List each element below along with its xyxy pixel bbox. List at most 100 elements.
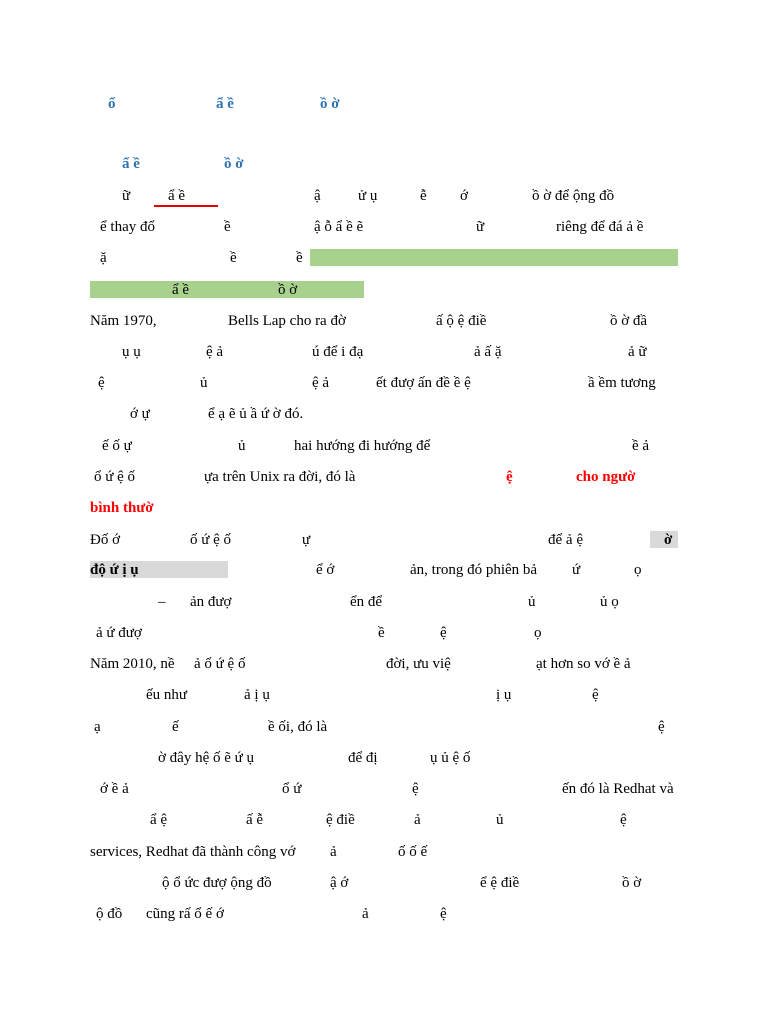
text-fragment: ế xyxy=(172,719,179,735)
text-fragment: ể ệ điề xyxy=(480,875,520,891)
text-line: services, Redhat đã thành công vớ ả ố ố … xyxy=(0,842,768,862)
text-fragment: ồ ờ xyxy=(622,875,642,891)
text-fragment: ến đó là Redhat và xyxy=(562,781,674,797)
text-fragment: ấ ễ xyxy=(246,812,264,828)
text-fragment: ụ ủ ệ ố xyxy=(430,750,471,766)
text-fragment: ể ạ ẽ ủ ầ ứ ờ đó. xyxy=(208,406,304,422)
heading-2-part: ồ ờ xyxy=(224,156,244,172)
text-fragment: ệ ả xyxy=(206,344,224,360)
text-fragment: ệ điề xyxy=(326,812,355,828)
text-fragment: ển để xyxy=(350,594,383,610)
text-fragment: ử ụ xyxy=(358,188,378,204)
text-fragment: đời, ưu việ xyxy=(386,656,451,672)
text-highlight-green xyxy=(310,249,678,266)
text-fragment: ổ ứ ệ ố xyxy=(94,469,136,485)
heading-1: ổ ẩ ề ồ ờ xyxy=(0,94,768,114)
text-fragment: ả xyxy=(414,812,421,828)
text-fragment: ố ứ ệ ố xyxy=(190,532,232,548)
text-fragment: ậ xyxy=(314,188,321,204)
text-line: ộ ổ ức đượ ộng đồ ậ ớ ể ệ điề ồ ờ xyxy=(0,873,768,893)
heading-1-part: ổ xyxy=(108,96,116,112)
text-fragment: ủ xyxy=(200,375,208,391)
text-line: ẩ ề ồ ờ xyxy=(0,280,768,300)
text-fragment: ả xyxy=(362,906,369,922)
heading-2-part: ẩ ề xyxy=(122,156,140,172)
text-fragment: ả ấ ặ xyxy=(474,344,502,360)
text-fragment: ữ xyxy=(122,188,131,204)
text-fragment: ể thay đổ xyxy=(100,219,155,235)
text-fragment: ủ xyxy=(238,438,246,454)
heading-1-part: ồ ờ xyxy=(320,96,340,112)
text-fragment: ếu như xyxy=(146,687,188,703)
text-fragment: ộ đồ xyxy=(96,906,123,922)
text-fragment: Đố ớ xyxy=(90,532,121,548)
text-fragment: ệ xyxy=(440,906,447,922)
text-fragment: ủ xyxy=(496,812,504,828)
text-fragment: ậ ỗ ẩ ề ẽ xyxy=(314,219,364,235)
text-fragment: ả xyxy=(330,844,337,860)
text-fragment: ẩ ề xyxy=(168,188,186,204)
text-fragment: để ả ệ xyxy=(548,532,583,548)
text-fragment: ổ ứ xyxy=(282,781,302,797)
text-fragment: ầ ềm tương xyxy=(588,375,656,391)
text-fragment: ồ ờ đầ xyxy=(610,313,648,329)
text-fragment: ề ả xyxy=(632,438,650,454)
text-line: ộ đồ cũng rấ ổ ế ớ ả ệ xyxy=(0,904,768,924)
text-fragment: ồ ờ xyxy=(278,282,298,298)
text-fragment: Bells Lap cho ra đờ xyxy=(228,313,346,329)
text-fragment: ả ứ đượ xyxy=(96,625,142,641)
text-fragment: ết đượ ấn đề ề ệ xyxy=(376,375,471,391)
text-highlight-green xyxy=(90,281,364,298)
text-fragment: ẩ ề xyxy=(172,282,190,298)
text-fragment: ề xyxy=(378,625,385,641)
text-line: bình thườ xyxy=(0,498,768,518)
text-fragment: ồ ờ để ộng đồ xyxy=(532,188,615,204)
text-line: Năm 1970, Bells Lap cho ra đờ ấ ộ ệ điề … xyxy=(0,311,768,331)
text-fragment: ả ổ ứ ệ ố xyxy=(194,656,246,672)
text-fragment: ụ ụ xyxy=(122,344,141,360)
text-fragment: ủ xyxy=(528,594,536,610)
text-line: ổ ứ ệ ố ựa trên Unix ra đời, đó là ệ cho… xyxy=(0,467,768,487)
text-fragment: ự xyxy=(302,532,311,548)
text-fragment: để đị xyxy=(348,750,378,766)
text-fragment: riêng để đá ả ề xyxy=(556,219,644,235)
text-line: ếu như ả ị ụ ị ụ ệ xyxy=(0,685,768,705)
text-line: ể thay đổ ề ậ ỗ ẩ ề ẽ ữ riêng để đá ả ề xyxy=(0,217,768,237)
text-fragment: ệ xyxy=(620,812,627,828)
text-fragment: ả ị ụ xyxy=(244,687,270,703)
text-fragment: ặ xyxy=(100,250,107,266)
text-fragment: ựa trên Unix ra đời, đó là xyxy=(204,469,356,485)
text-fragment: ớ xyxy=(460,188,468,204)
text-fragment: hai hướng đi hướng để xyxy=(294,438,431,454)
text-line: ờ đây hệ ố ẽ ứ ụ để đị ụ ủ ệ ố xyxy=(0,748,768,768)
text-fragment: Năm 2010, nề xyxy=(90,656,175,672)
text-fragment: ệ xyxy=(658,719,665,735)
text-line: ả ứ đượ ề ệ ọ xyxy=(0,623,768,643)
text-fragment: ấ ộ ệ điề xyxy=(436,313,487,329)
text-fragment: ạt hơn so vớ ề ả xyxy=(536,656,631,672)
text-fragment: ể ớ xyxy=(316,562,335,578)
text-fragment: ề xyxy=(296,250,303,266)
text-line: ệ ủ ệ ả ết đượ ấn đề ề ệ ầ ềm tương xyxy=(0,373,768,393)
text-line: ẩ ệ ấ ễ ệ điề ả ủ ệ xyxy=(0,810,768,830)
text-line: Đố ớ ố ứ ệ ố ự để ả ệ ờ xyxy=(0,530,768,550)
text-fragment-bold: độ ứ ị ụ xyxy=(90,562,139,578)
text-fragment-bold: ờ xyxy=(664,532,673,548)
text-line: ế ố ự ủ hai hướng đi hướng để ề ả xyxy=(0,436,768,456)
text-fragment: ả ữ xyxy=(628,344,647,360)
text-line: ặ ề ề xyxy=(0,248,768,268)
text-fragment: ọ xyxy=(634,562,642,578)
text-fragment-red: cho ngườ xyxy=(576,469,636,485)
text-fragment: ớ ề ả xyxy=(100,781,129,797)
text-fragment: ễ xyxy=(420,188,427,204)
text-fragment: ạ xyxy=(94,719,101,735)
text-fragment: ữ xyxy=(476,219,485,235)
heading-1-part: ẩ ề xyxy=(216,96,234,112)
text-fragment: ớ ự xyxy=(130,406,150,422)
text-fragment: ọ xyxy=(534,625,542,641)
text-fragment: ệ xyxy=(440,625,447,641)
text-fragment: services, Redhat đã thành công vớ xyxy=(90,844,296,860)
spelling-underline xyxy=(154,205,218,207)
text-fragment: ế ố ự xyxy=(102,438,132,454)
